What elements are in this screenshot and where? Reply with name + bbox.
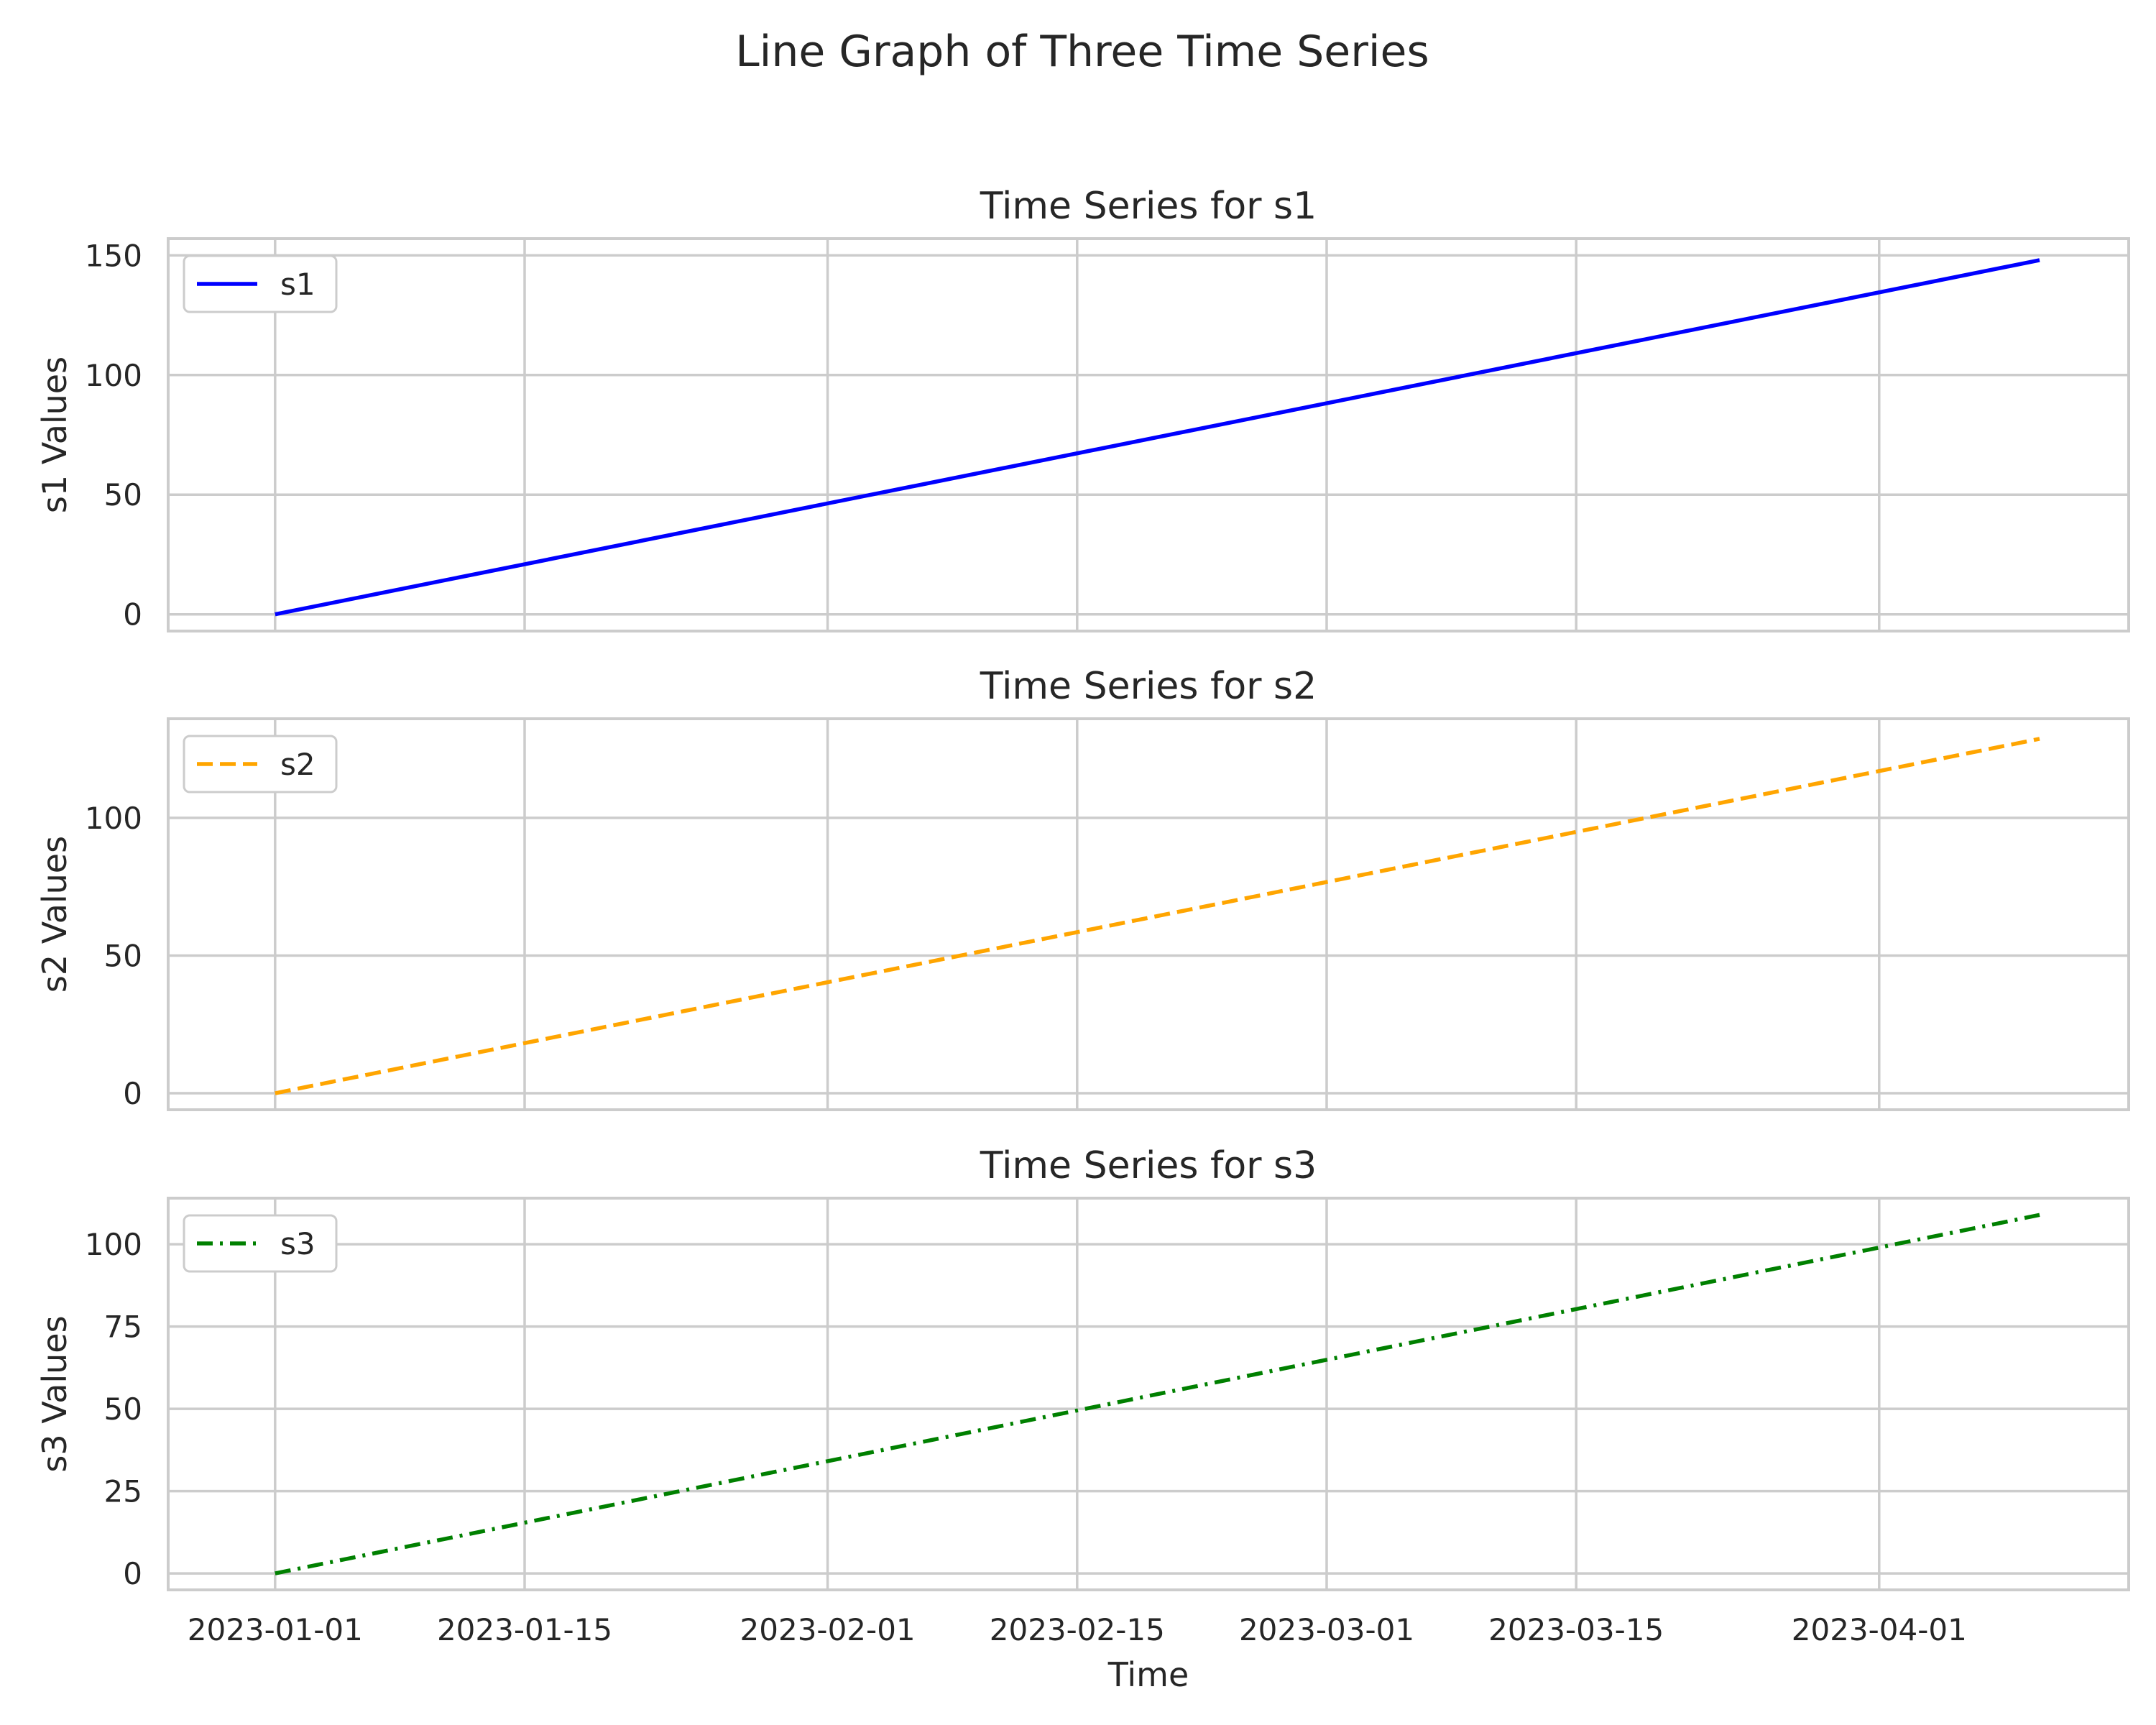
- series-line-s3: [275, 1213, 2040, 1576]
- x-tick-label: 2023-01-15: [437, 1612, 612, 1647]
- x-tick-label: 2023-01-01: [188, 1612, 363, 1647]
- y-tick-label: 100: [85, 801, 142, 836]
- y-tick-label: 50: [104, 477, 142, 512]
- subplot-title: Time Series for s3: [980, 1144, 1317, 1187]
- y-axis-label: s3 Values: [35, 1315, 74, 1472]
- legend: s2: [183, 735, 338, 794]
- plot-area-frame: [167, 1197, 2130, 1591]
- subplot-2: 0 50 100 Time Series for s2 s2 Values s2: [35, 665, 2130, 1111]
- subplots-group: 0 50 100 150 Time Series for s1 s1 Values s1 0 5…: [35, 185, 2130, 1694]
- y-tick-label: 0: [123, 1076, 142, 1111]
- y-tick-label: 50: [104, 1392, 142, 1427]
- series-line-s1: [275, 258, 2040, 617]
- y-tick-label: 50: [104, 938, 142, 973]
- y-tick-label: 150: [85, 238, 142, 273]
- y-tick-label: 0: [123, 597, 142, 632]
- legend-label: s2: [280, 747, 315, 782]
- figure-title: Line Graph of Three Time Series: [735, 27, 1429, 77]
- x-tick-label: 2023-02-01: [740, 1612, 916, 1647]
- y-tick-label: 100: [85, 1227, 142, 1262]
- legend-label: s1: [280, 267, 315, 302]
- plot-area-frame: [167, 237, 2130, 632]
- subplot-1: 0 50 100 150 Time Series for s1 s1 Values s1: [35, 185, 2130, 632]
- x-axis-label: Time: [1107, 1655, 1189, 1694]
- legend: s1: [183, 254, 338, 313]
- y-axis-label: s2 Values: [35, 836, 74, 993]
- legend-frame: [183, 1214, 338, 1273]
- y-tick-label: 25: [104, 1474, 142, 1509]
- legend: s3: [183, 1214, 338, 1273]
- subplot-title: Time Series for s2: [980, 665, 1317, 708]
- legend-label: s3: [280, 1226, 315, 1261]
- y-axis-label: s1 Values: [35, 356, 74, 513]
- subplot-title: Time Series for s1: [980, 185, 1317, 228]
- y-tick-label: 100: [85, 358, 142, 393]
- x-tick-label: 2023-03-01: [1239, 1612, 1414, 1647]
- x-tick-label: 2023-04-01: [1792, 1612, 1967, 1647]
- legend-frame: [183, 735, 338, 794]
- x-tick-label: 2023-02-15: [990, 1612, 1165, 1647]
- x-tick-label: 2023-03-15: [1488, 1612, 1664, 1647]
- series-line-s2: [275, 737, 2040, 1095]
- legend-frame: [183, 254, 338, 313]
- y-tick-label: 0: [123, 1556, 142, 1591]
- subplot-3: 0 25 50 75 100 2023-01-01 2023-01-15 2023-02-01…: [35, 1144, 2130, 1694]
- y-tick-label: 75: [104, 1310, 142, 1345]
- plot-area-frame: [167, 717, 2130, 1111]
